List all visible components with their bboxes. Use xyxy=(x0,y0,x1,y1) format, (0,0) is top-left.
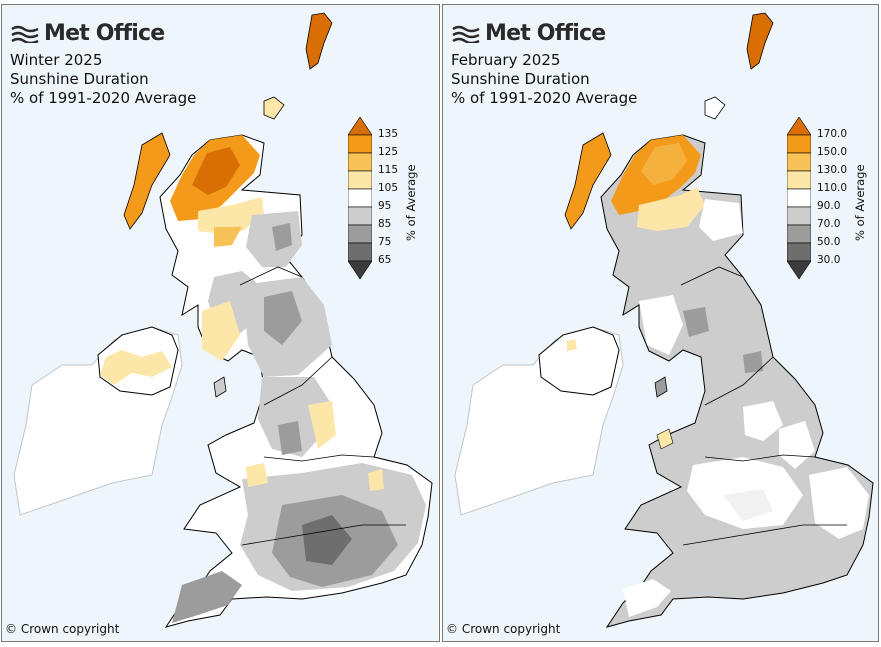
logo-text: Met Office xyxy=(44,21,165,46)
legend-tick: 50.0 xyxy=(817,236,841,248)
great-britain xyxy=(600,134,874,628)
legend-tick: 105 xyxy=(378,182,399,194)
legend-tick: 70.0 xyxy=(817,218,841,230)
february-map-panel: Met Office February 2025 Sunshine Durati… xyxy=(442,4,879,642)
map-title: Winter 2025 Sunshine Duration % of 1991-… xyxy=(10,51,196,108)
legend-tick: 135 xyxy=(378,128,399,140)
legend-axis-label: % of Average xyxy=(404,164,418,241)
legend-colour-bar xyxy=(786,116,812,280)
legend-tick: 115 xyxy=(378,164,399,176)
met-office-waves-icon xyxy=(11,25,39,43)
map-title: February 2025 Sunshine Duration % of 199… xyxy=(451,51,637,108)
title-line: % of 1991-2020 Average xyxy=(451,89,638,107)
legend-tick: 90.0 xyxy=(817,200,841,212)
february-sunshine-map xyxy=(454,12,874,628)
colour-legend: 135 125 115 105 95 85 75 65 % of Average xyxy=(347,116,418,291)
legend-tick: 95 xyxy=(378,200,392,212)
met-office-waves-icon xyxy=(452,25,480,43)
northern-ireland xyxy=(538,326,620,396)
title-line: Winter 2025 xyxy=(10,51,103,69)
legend-tick: 150.0 xyxy=(817,146,848,158)
legend-tick: 65 xyxy=(378,254,392,266)
legend-tick: 75 xyxy=(378,236,392,248)
legend-colour-bar xyxy=(347,116,373,280)
legend-tick: 110.0 xyxy=(817,182,848,194)
title-line: % of 1991-2020 Average xyxy=(10,89,197,107)
legend-tick: 125 xyxy=(378,146,399,158)
title-line: February 2025 xyxy=(451,51,561,69)
logo-text: Met Office xyxy=(485,21,606,46)
legend-tick: 85 xyxy=(378,218,392,230)
copyright-notice: © Crown copyright xyxy=(446,622,561,636)
winter-sunshine-map xyxy=(13,12,433,628)
met-office-logo: Met Office xyxy=(451,21,606,46)
legend-tick: 170.0 xyxy=(817,128,848,140)
met-office-logo: Met Office xyxy=(10,21,165,46)
legend-tick: 130.0 xyxy=(817,164,848,176)
title-line: Sunshine Duration xyxy=(451,70,590,88)
copyright-notice: © Crown copyright xyxy=(5,622,120,636)
legend-axis-label: % of Average xyxy=(853,164,867,241)
title-line: Sunshine Duration xyxy=(10,70,149,88)
colour-legend: 170.0 150.0 130.0 110.0 90.0 70.0 50.0 3… xyxy=(786,116,867,291)
winter-map-panel: Met Office Winter 2025 Sunshine Duration… xyxy=(1,4,440,642)
legend-tick: 30.0 xyxy=(817,254,841,266)
